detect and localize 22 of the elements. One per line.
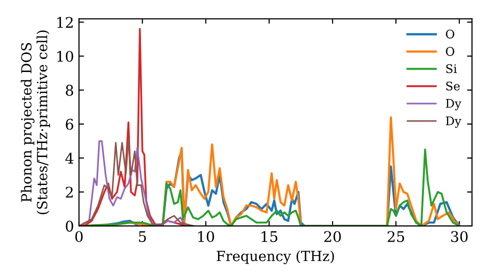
legend-label: O (446, 46, 454, 56)
y-axis-title: Phonon projected DOS (States/THz·primitive cell) (20, 30, 50, 214)
x-tick-label: 20 (324, 231, 341, 242)
legend-label: Si (446, 64, 457, 74)
x-tick-label: 5 (138, 231, 146, 242)
y-tick-label: 2 (66, 186, 73, 198)
y-tick-label: 4 (65, 152, 74, 164)
x-tick-label: 10 (198, 231, 214, 242)
y-tick-label: 6 (66, 118, 74, 130)
legend-label: Dy (446, 99, 462, 110)
x-tick-label: 30 (451, 231, 468, 242)
y-tick-label: 12 (57, 16, 73, 28)
legend-label: Se (446, 82, 460, 91)
x-tick-label: 15 (262, 231, 278, 242)
y-tick-label: 8 (66, 84, 74, 96)
legend-label: O (446, 30, 454, 39)
y-tick-label: 0 (66, 220, 74, 232)
y-tick-label: 10 (57, 50, 74, 62)
x-axis-title: Frequency (THz) (216, 250, 334, 264)
x-tick-label: 0 (75, 231, 83, 242)
x-tick-label: 25 (388, 231, 404, 242)
legend-label: Dy (446, 116, 462, 128)
